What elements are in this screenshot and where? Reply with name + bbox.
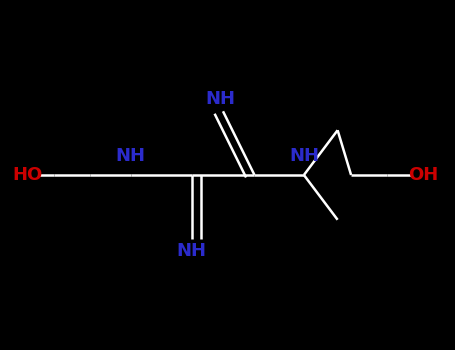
Text: NH: NH [116, 147, 146, 164]
Text: HO: HO [12, 166, 43, 184]
Text: OH: OH [408, 166, 438, 184]
Text: NH: NH [177, 242, 207, 260]
Text: NH: NH [206, 90, 236, 108]
Text: NH: NH [289, 147, 319, 164]
